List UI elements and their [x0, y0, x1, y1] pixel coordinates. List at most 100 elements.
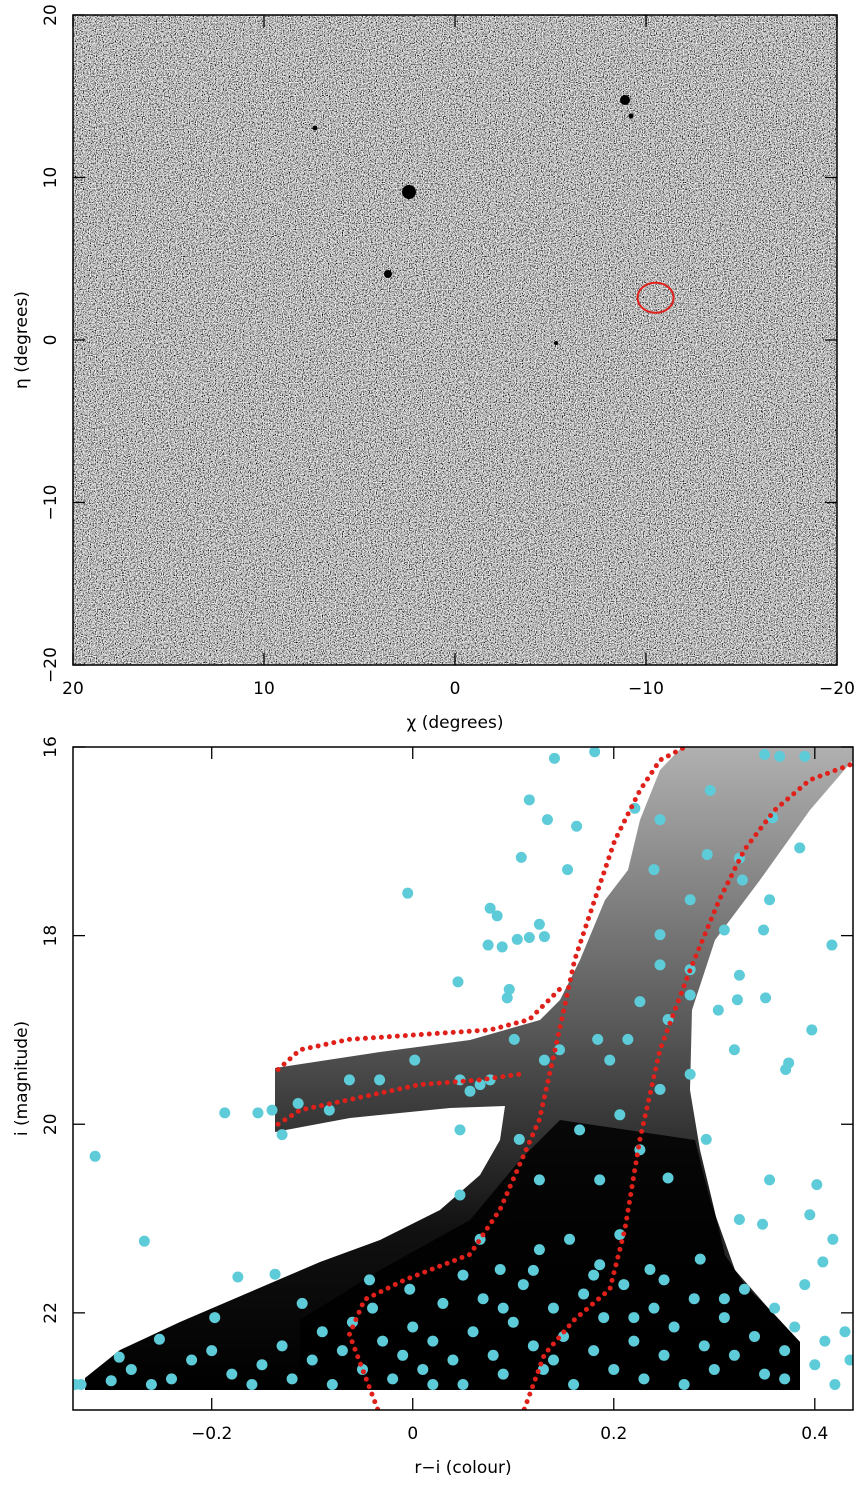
x-tick-label: −20	[819, 679, 855, 699]
data-point	[138, 1235, 150, 1247]
data-point	[731, 994, 743, 1006]
data-point	[89, 1150, 101, 1162]
data-point	[728, 1044, 740, 1056]
data-point	[226, 1368, 238, 1380]
data-point	[533, 1244, 545, 1256]
data-point	[628, 1335, 640, 1347]
data-point	[564, 1233, 576, 1245]
data-point	[474, 1079, 486, 1091]
data-point	[628, 1312, 640, 1324]
data-point	[387, 1373, 399, 1385]
highlight-circle	[636, 281, 675, 314]
data-point	[523, 932, 535, 944]
data-point	[614, 1109, 626, 1121]
data-point	[718, 924, 730, 936]
data-point	[748, 1330, 760, 1342]
data-point	[547, 1302, 559, 1314]
bright-source	[554, 341, 558, 345]
data-point	[511, 933, 523, 945]
data-point	[507, 1316, 519, 1328]
data-point	[562, 864, 574, 876]
data-point	[503, 983, 515, 995]
y-axis-label: η (degrees)	[12, 291, 32, 389]
data-point	[153, 1333, 165, 1345]
data-point	[323, 1104, 335, 1116]
data-point	[501, 992, 513, 1004]
x-axis-label: χ (degrees)	[407, 713, 504, 733]
x-tick-label: 0	[407, 1424, 418, 1444]
data-point	[276, 1129, 288, 1141]
data-point	[256, 1359, 268, 1371]
data-point	[648, 1302, 660, 1314]
data-point	[712, 1004, 724, 1016]
data-point	[484, 902, 496, 914]
data-point	[769, 1302, 781, 1314]
data-point	[811, 1179, 823, 1191]
data-point	[698, 1340, 710, 1352]
data-point	[799, 750, 811, 762]
y-tick-label: 22	[41, 1302, 61, 1324]
data-point	[232, 1271, 244, 1283]
data-point	[684, 1068, 696, 1080]
data-point	[622, 1033, 634, 1045]
data-point	[654, 1083, 666, 1095]
data-point	[759, 749, 771, 761]
data-point	[404, 1283, 416, 1295]
data-point	[538, 1054, 550, 1066]
data-point	[487, 1349, 499, 1361]
data-point	[374, 1074, 386, 1086]
data-point	[839, 1326, 851, 1338]
data-point	[113, 1351, 125, 1363]
data-point	[654, 814, 666, 826]
data-point	[774, 750, 786, 762]
x-axis-label: r−i (colour)	[414, 1458, 511, 1478]
data-point	[757, 1218, 769, 1230]
data-point	[397, 1349, 409, 1361]
data-point	[105, 1375, 117, 1387]
data-point	[402, 887, 414, 899]
data-point	[427, 1335, 439, 1347]
data-point	[316, 1326, 328, 1338]
data-point	[684, 989, 696, 1001]
bright-source	[620, 95, 630, 105]
boundary-curve	[275, 1071, 522, 1127]
data-point	[644, 1263, 656, 1275]
y-tick-label: 20	[41, 1113, 61, 1135]
data-point	[496, 941, 508, 953]
data-point	[592, 1033, 604, 1045]
data-point	[367, 1302, 379, 1314]
bright-source	[384, 270, 392, 278]
data-point	[658, 1349, 670, 1361]
data-point	[454, 1124, 466, 1136]
data-point	[407, 1321, 419, 1333]
data-point	[145, 1379, 157, 1391]
data-point	[654, 959, 666, 971]
data-point	[306, 1354, 318, 1366]
data-point	[464, 1085, 476, 1097]
data-point	[694, 1253, 706, 1265]
density-region	[85, 747, 853, 1390]
data-point	[789, 1321, 801, 1333]
data-point	[829, 1379, 841, 1391]
data-point	[427, 1379, 439, 1391]
data-point	[819, 1335, 831, 1347]
data-point	[286, 1373, 298, 1385]
data-point	[523, 794, 535, 806]
y-tick-label: −20	[41, 647, 61, 683]
bright-source	[312, 125, 318, 131]
bright-source	[402, 185, 416, 199]
data-point	[409, 1054, 421, 1066]
data-point	[758, 924, 770, 936]
x-tick-label: 10	[253, 679, 275, 699]
data-point	[718, 1312, 730, 1324]
data-point	[634, 996, 646, 1008]
data-point	[578, 1288, 590, 1300]
data-point	[457, 1379, 469, 1391]
data-point	[728, 1349, 740, 1361]
data-point	[219, 1107, 231, 1119]
data-point	[826, 939, 838, 951]
y-tick-label: 20	[41, 4, 61, 26]
x-tick-label: 0.4	[801, 1424, 828, 1444]
data-point	[452, 976, 464, 988]
